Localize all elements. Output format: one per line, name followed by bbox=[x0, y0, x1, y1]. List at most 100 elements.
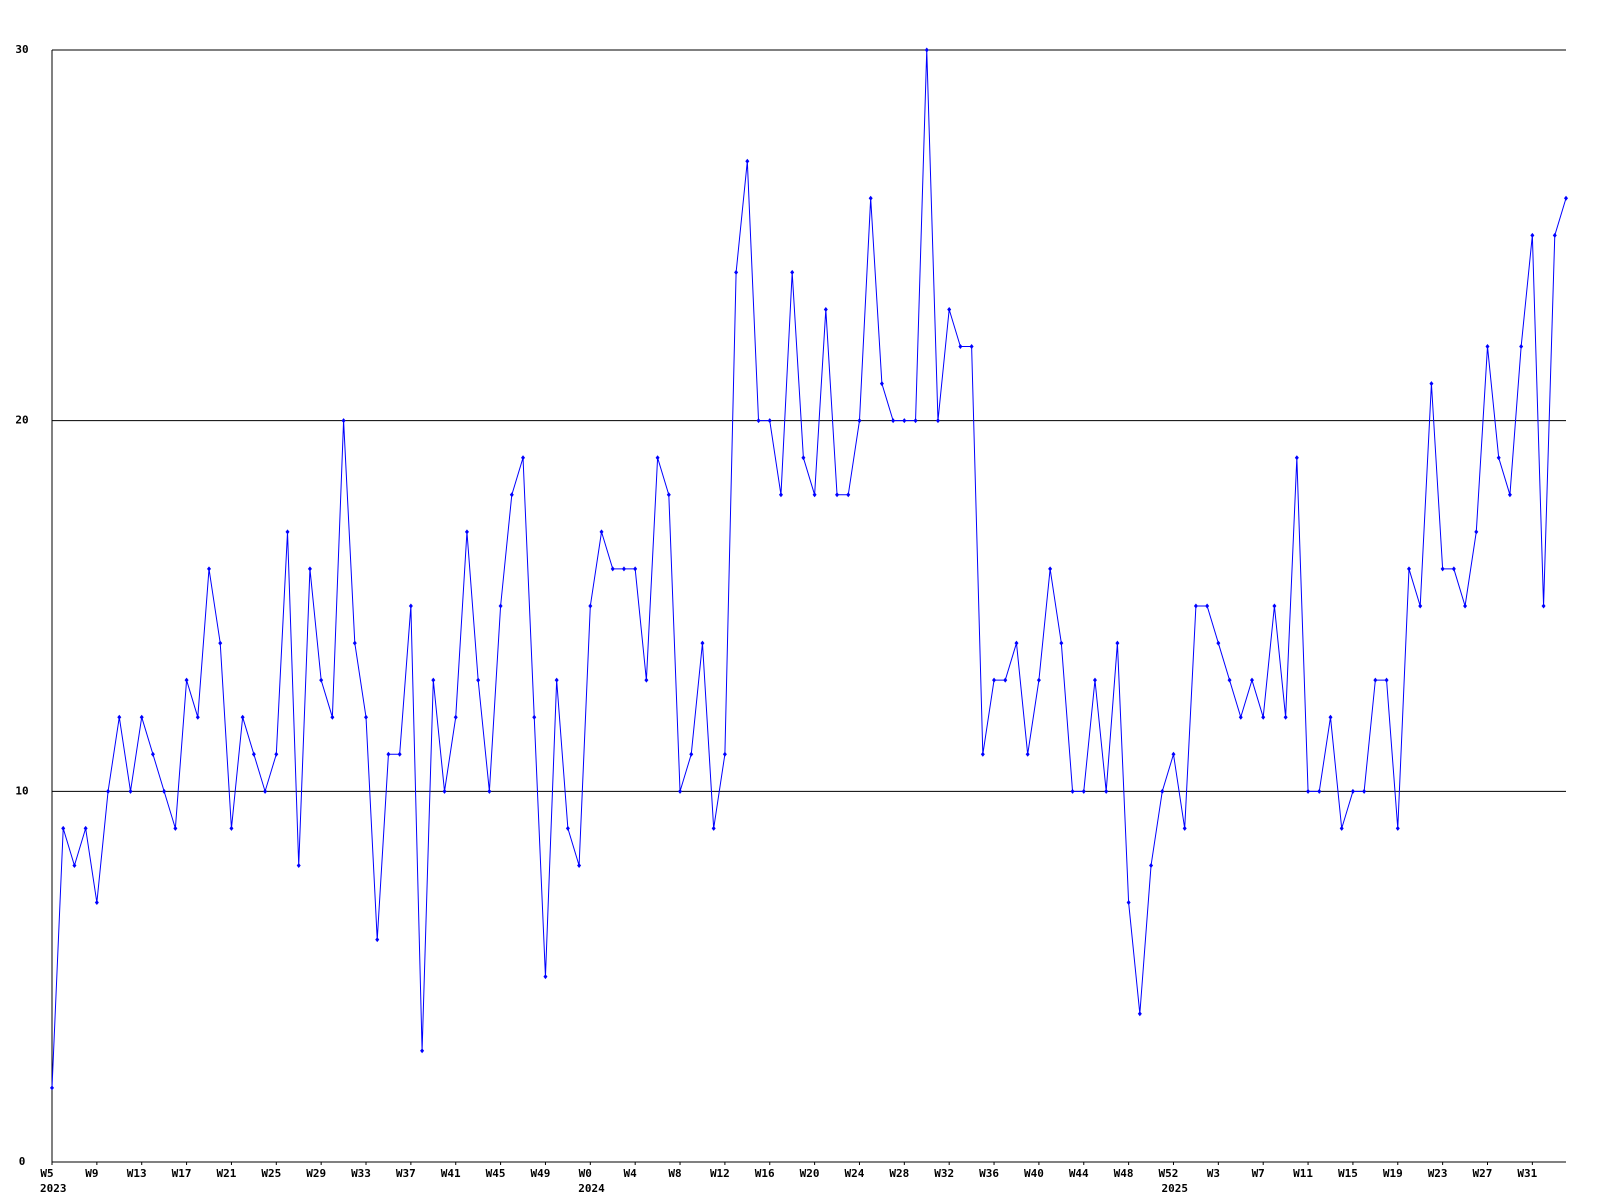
x-tick-label: W15 bbox=[1338, 1167, 1358, 1180]
data-point bbox=[879, 381, 884, 387]
x-tick-label: W44 bbox=[1069, 1167, 1089, 1180]
data-point bbox=[1373, 677, 1378, 683]
x-tick-label: W31 bbox=[1517, 1167, 1537, 1180]
data-point bbox=[307, 566, 312, 572]
data-point bbox=[801, 455, 806, 461]
data-point bbox=[1541, 603, 1546, 609]
data-point bbox=[274, 751, 279, 757]
data-point bbox=[375, 937, 380, 943]
data-point bbox=[1530, 232, 1535, 238]
data-point bbox=[453, 714, 458, 720]
x-tick-label: W33 bbox=[351, 1167, 371, 1180]
data-point bbox=[1059, 640, 1064, 646]
data-point bbox=[835, 492, 840, 498]
data-point bbox=[218, 640, 223, 646]
data-point bbox=[1350, 788, 1355, 794]
data-point bbox=[1171, 751, 1176, 757]
data-point bbox=[543, 974, 548, 980]
x-tick-label: W5 bbox=[40, 1167, 53, 1180]
data-point bbox=[1227, 677, 1232, 683]
data-point bbox=[1485, 344, 1490, 350]
data-point bbox=[341, 418, 346, 424]
data-point bbox=[1474, 529, 1479, 535]
data-point bbox=[1092, 677, 1097, 683]
data-point bbox=[509, 492, 514, 498]
data-point bbox=[823, 306, 828, 312]
y-tick-label: 10 bbox=[15, 784, 28, 797]
data-point bbox=[610, 566, 615, 572]
data-point bbox=[420, 1048, 425, 1054]
data-point bbox=[902, 418, 907, 424]
data-point bbox=[734, 269, 739, 275]
data-point bbox=[498, 603, 503, 609]
data-point bbox=[72, 862, 77, 868]
data-point bbox=[464, 529, 469, 535]
x-tick-label: W36 bbox=[979, 1167, 999, 1180]
data-point bbox=[1496, 455, 1501, 461]
data-point bbox=[1081, 788, 1086, 794]
data-point bbox=[711, 825, 716, 831]
x-tick-label: W0 bbox=[579, 1167, 592, 1180]
data-point bbox=[778, 492, 783, 498]
data-point bbox=[689, 751, 694, 757]
data-point bbox=[1395, 825, 1400, 831]
x-tick-label: W29 bbox=[306, 1167, 326, 1180]
x-tick-label: W21 bbox=[216, 1167, 236, 1180]
x-tick-label: W24 bbox=[845, 1167, 865, 1180]
data-point bbox=[1306, 788, 1311, 794]
data-point bbox=[364, 714, 369, 720]
data-point bbox=[408, 603, 413, 609]
data-point bbox=[1294, 455, 1299, 461]
data-point bbox=[1463, 603, 1468, 609]
data-point bbox=[1137, 1011, 1142, 1017]
data-point bbox=[1451, 566, 1456, 572]
data-point bbox=[1216, 640, 1221, 646]
data-point bbox=[1261, 714, 1266, 720]
data-point bbox=[644, 677, 649, 683]
data-point bbox=[554, 677, 559, 683]
data-point bbox=[1507, 492, 1512, 498]
data-point bbox=[532, 714, 537, 720]
data-point bbox=[812, 492, 817, 498]
data-point bbox=[442, 788, 447, 794]
data-point bbox=[599, 529, 604, 535]
data-point bbox=[722, 751, 727, 757]
data-point bbox=[386, 751, 391, 757]
data-point bbox=[1249, 677, 1254, 683]
data-point bbox=[1272, 603, 1277, 609]
y-tick-label: 20 bbox=[15, 414, 28, 427]
data-point bbox=[678, 788, 683, 794]
data-point bbox=[1205, 603, 1210, 609]
x-tick-label: W28 bbox=[889, 1167, 909, 1180]
data-point bbox=[1283, 714, 1288, 720]
data-point bbox=[891, 418, 896, 424]
data-point bbox=[173, 825, 178, 831]
data-point bbox=[565, 825, 570, 831]
data-point bbox=[980, 751, 985, 757]
data-point bbox=[352, 640, 357, 646]
data-point bbox=[1003, 677, 1008, 683]
data-point bbox=[1384, 677, 1389, 683]
x-tick-label: W17 bbox=[172, 1167, 192, 1180]
data-point bbox=[1406, 566, 1411, 572]
x-tick-label: W41 bbox=[441, 1167, 461, 1180]
data-point bbox=[1418, 603, 1423, 609]
data-point bbox=[476, 677, 481, 683]
x-tick-label: W9 bbox=[85, 1167, 98, 1180]
data-point bbox=[577, 862, 582, 868]
data-point bbox=[128, 788, 133, 794]
data-point bbox=[139, 714, 144, 720]
data-point bbox=[229, 825, 234, 831]
data-point bbox=[790, 269, 795, 275]
data-point bbox=[655, 455, 660, 461]
data-point bbox=[50, 1085, 54, 1091]
data-point bbox=[1328, 714, 1333, 720]
x-tick-label: W32 bbox=[934, 1167, 954, 1180]
data-point bbox=[947, 306, 952, 312]
x-tick-label: W23 bbox=[1428, 1167, 1448, 1180]
x-tick-label: W27 bbox=[1473, 1167, 1493, 1180]
data-point bbox=[296, 862, 301, 868]
x-tick-label: W3 bbox=[1207, 1167, 1220, 1180]
data-point bbox=[487, 788, 492, 794]
